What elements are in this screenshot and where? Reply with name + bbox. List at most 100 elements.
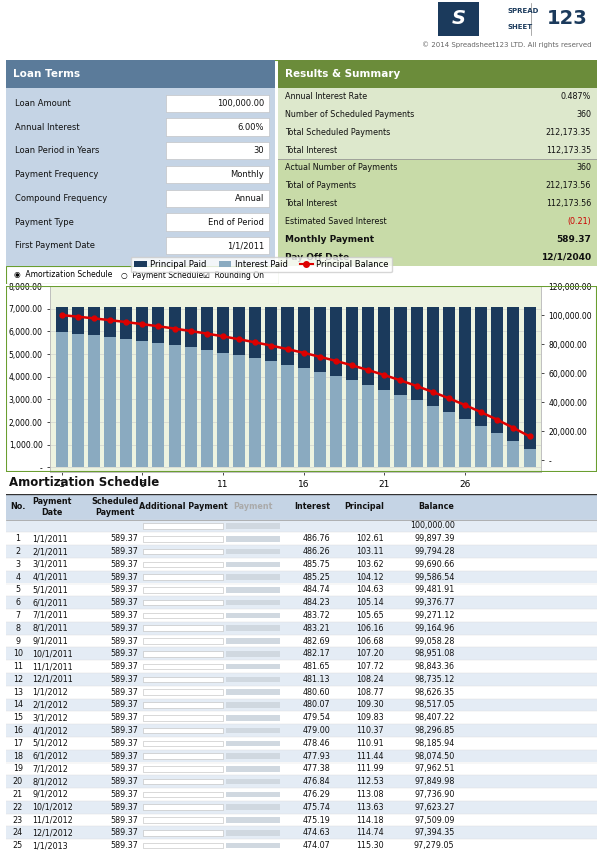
Text: Amortization Schedule: Amortization Schedule — [9, 475, 159, 488]
Text: 10/1/2012: 10/1/2012 — [32, 803, 73, 812]
Bar — [6, 826, 597, 839]
Bar — [143, 613, 223, 619]
Text: 22: 22 — [13, 803, 23, 812]
Bar — [6, 494, 597, 520]
Text: 12: 12 — [13, 675, 23, 684]
Text: 111.99: 111.99 — [356, 764, 383, 774]
Bar — [226, 792, 280, 797]
Text: 6/1/2011: 6/1/2011 — [32, 598, 68, 607]
Text: 5/1/2011: 5/1/2011 — [32, 585, 68, 595]
Text: SPREAD: SPREAD — [507, 9, 538, 14]
Text: 108.24: 108.24 — [356, 675, 383, 684]
Bar — [143, 625, 223, 631]
Bar — [226, 843, 280, 849]
Text: Total of Payments: Total of Payments — [285, 181, 356, 190]
Bar — [249, 359, 262, 468]
Text: 485.75: 485.75 — [302, 560, 331, 569]
Bar — [166, 166, 269, 183]
Text: 30: 30 — [254, 147, 264, 155]
Text: 589.37: 589.37 — [110, 726, 139, 735]
Text: Annual Interest: Annual Interest — [15, 123, 79, 131]
Bar — [143, 728, 223, 734]
Bar — [6, 724, 597, 737]
Bar — [226, 574, 280, 580]
Bar — [6, 571, 597, 584]
Text: 3/1/2011: 3/1/2011 — [32, 560, 68, 569]
Bar — [226, 587, 280, 593]
Bar — [226, 740, 280, 746]
Text: 10/1/2011: 10/1/2011 — [32, 649, 73, 659]
Text: Loan Period in Years: Loan Period in Years — [15, 147, 99, 155]
Bar — [6, 711, 597, 724]
Text: 2: 2 — [15, 547, 20, 556]
Bar — [6, 584, 597, 596]
Text: 98,843.36: 98,843.36 — [415, 662, 455, 671]
Text: 475.74: 475.74 — [302, 803, 331, 812]
Bar — [6, 609, 597, 622]
Bar — [226, 715, 280, 721]
Text: 589.37: 589.37 — [110, 751, 139, 761]
Text: 23: 23 — [13, 815, 23, 825]
Text: 2/1/2012: 2/1/2012 — [32, 700, 68, 710]
Bar — [278, 60, 597, 88]
Bar — [185, 348, 197, 468]
Text: 589.37: 589.37 — [110, 803, 139, 812]
Text: 25: 25 — [13, 841, 23, 850]
Bar — [378, 307, 391, 390]
Text: 7: 7 — [15, 611, 20, 620]
Text: 11/1/2012: 11/1/2012 — [32, 815, 73, 825]
Text: 100,000.00: 100,000.00 — [410, 521, 455, 531]
Text: 4/1/2011: 4/1/2011 — [32, 573, 68, 582]
Text: 98,407.22: 98,407.22 — [414, 713, 455, 722]
Bar — [166, 237, 269, 255]
Bar — [314, 372, 326, 468]
Bar — [104, 337, 116, 468]
Bar — [226, 625, 280, 631]
Bar — [226, 523, 280, 529]
Bar — [330, 307, 342, 377]
Text: 114.18: 114.18 — [356, 815, 383, 825]
Text: 0.487%: 0.487% — [561, 92, 591, 101]
Text: 5: 5 — [15, 585, 20, 595]
Bar — [6, 660, 597, 673]
Bar — [6, 763, 597, 775]
Bar — [143, 574, 223, 580]
Text: 99,794.28: 99,794.28 — [414, 547, 455, 556]
Text: 477.93: 477.93 — [302, 751, 331, 761]
Text: 17: 17 — [13, 739, 23, 748]
Text: 474.63: 474.63 — [303, 828, 331, 838]
Text: 106.16: 106.16 — [356, 624, 383, 633]
Text: 97,394.35: 97,394.35 — [414, 828, 455, 838]
Bar — [143, 664, 223, 670]
Text: 476.84: 476.84 — [303, 777, 331, 786]
Text: 99,897.39: 99,897.39 — [414, 534, 455, 544]
Bar — [438, 2, 597, 37]
Text: 481.65: 481.65 — [303, 662, 331, 671]
Bar — [143, 740, 223, 746]
Bar — [265, 307, 277, 361]
Bar — [143, 676, 223, 682]
Text: 589.37: 589.37 — [110, 675, 139, 684]
Text: Loan Amount: Loan Amount — [15, 99, 71, 107]
Bar — [201, 307, 213, 350]
Bar — [143, 651, 223, 657]
Bar — [143, 830, 223, 836]
Text: 360: 360 — [576, 164, 591, 172]
Text: 98,626.35: 98,626.35 — [415, 688, 455, 697]
Text: 5/1/2012: 5/1/2012 — [32, 739, 68, 748]
Text: 3/1/2012: 3/1/2012 — [32, 713, 68, 722]
Text: 4: 4 — [16, 573, 20, 582]
Text: 123: 123 — [547, 9, 587, 28]
Text: 1/1/2011: 1/1/2011 — [227, 241, 264, 250]
Text: Scheduled
Payment: Scheduled Payment — [91, 497, 139, 517]
Text: 97,849.98: 97,849.98 — [414, 777, 455, 786]
Text: ☑  Rounding On: ☑ Rounding On — [203, 270, 263, 279]
Bar — [143, 638, 223, 644]
Text: 107.20: 107.20 — [356, 649, 383, 659]
Bar — [249, 307, 262, 359]
Bar — [166, 214, 269, 231]
Bar — [143, 561, 223, 567]
Text: 12/1/2012: 12/1/2012 — [32, 828, 73, 838]
Text: Compound Frequency: Compound Frequency — [15, 193, 107, 203]
Text: Annual: Annual — [235, 193, 264, 203]
